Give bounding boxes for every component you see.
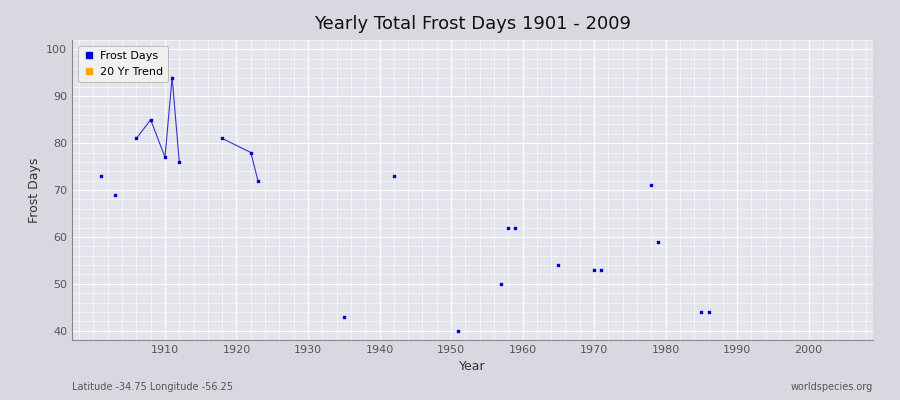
Point (215, 135, 230, 142)
Point (143, 116, 157, 123)
Point (652, 238, 666, 245)
Point (172, 159, 186, 165)
Point (94, 173, 108, 179)
Point (165, 74, 179, 81)
Point (644, 182, 659, 188)
Point (130, 135, 144, 142)
Point (501, 224, 516, 231)
Text: worldspecies.org: worldspecies.org (791, 382, 873, 392)
Point (387, 173, 401, 179)
Point (701, 309, 716, 315)
Point (694, 309, 708, 315)
Point (251, 178, 266, 184)
Y-axis label: Frost Days: Frost Days (28, 157, 40, 223)
Legend: Frost Days, 20 Yr Trend: Frost Days, 20 Yr Trend (77, 46, 168, 82)
Point (451, 328, 465, 334)
Point (551, 262, 565, 268)
Point (494, 280, 508, 287)
Point (594, 266, 608, 273)
X-axis label: Year: Year (459, 360, 486, 374)
Point (508, 224, 523, 231)
Point (337, 313, 351, 320)
Text: Latitude -34.75 Longitude -56.25: Latitude -34.75 Longitude -56.25 (72, 382, 233, 392)
Point (587, 266, 601, 273)
Point (244, 149, 258, 156)
Title: Yearly Total Frost Days 1901 - 2009: Yearly Total Frost Days 1901 - 2009 (314, 15, 631, 33)
Point (108, 192, 122, 198)
Point (158, 154, 172, 160)
